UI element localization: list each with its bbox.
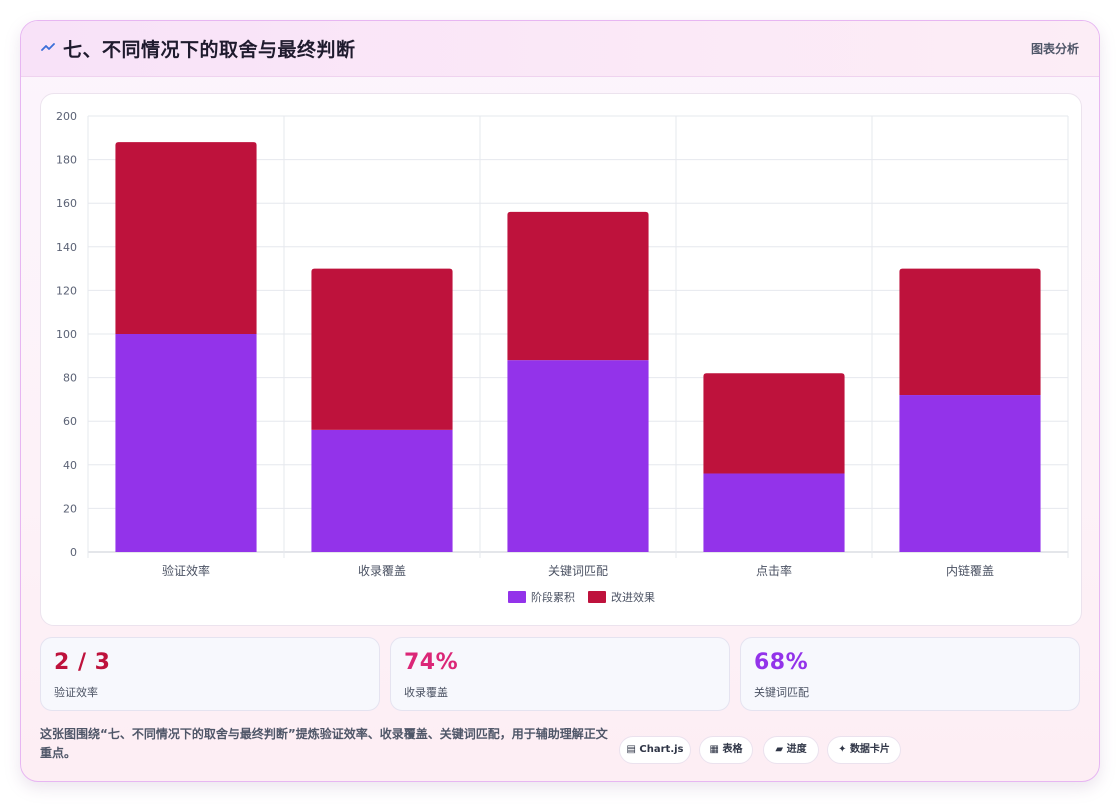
- legend-label-2: 改进效果: [611, 590, 655, 604]
- x-tick-label: 点击率: [756, 563, 792, 578]
- bar-segment-2: [507, 211, 649, 361]
- bar-segment-2: [115, 142, 257, 334]
- y-tick-label: 200: [56, 110, 77, 123]
- chip-data-card[interactable]: ✦ 数据卡片: [827, 736, 901, 764]
- chart-card: 七、不同情况下的取舍与最终判断 图表分析 0 20 40 60 80 100 120 140 1…: [20, 20, 1100, 782]
- bar-segment-2: [703, 373, 845, 474]
- y-tick-label: 0: [70, 546, 77, 559]
- bar-segment-2: [311, 268, 453, 430]
- chip-label: Chart.js: [639, 744, 684, 755]
- bar-segment-1: [115, 334, 257, 552]
- page-title: 七、不同情况下的取舍与最终判断: [63, 39, 356, 61]
- wave-icon: [41, 43, 55, 51]
- chip-chartjs[interactable]: ▤ Chart.js: [619, 736, 691, 764]
- x-tick-label: 验证效率: [162, 563, 210, 578]
- chart-description: 这张图围绕“七、不同情况下的取舍与最终判断”提炼验证效率、收录覆盖、关键词匹配，…: [40, 727, 608, 760]
- y-tick-label: 120: [56, 284, 77, 297]
- y-tick-label: 140: [56, 241, 77, 254]
- bar-segment-1: [311, 429, 453, 552]
- stat-card-2: 74% 收录覆盖: [390, 637, 730, 711]
- chart-container: 0 20 40 60 80 100 120 140 160 180 200 验证效率 收录覆盖 关键词匹配…: [40, 93, 1082, 626]
- stat-value-2: 74%: [404, 650, 459, 675]
- chip-progress[interactable]: ▰ 进度: [763, 736, 819, 764]
- x-tick-label: 收录覆盖: [358, 564, 406, 578]
- bar-segment-1: [507, 360, 649, 552]
- legend-label-1: 阶段累积: [531, 590, 575, 604]
- chart-icon: ▤: [626, 744, 636, 755]
- y-tick-label: 60: [63, 415, 77, 428]
- stat-value-3: 68%: [754, 650, 809, 675]
- stat-card-1: 2 / 3 验证效率: [40, 637, 380, 711]
- stat-label-2: 收录覆盖: [404, 686, 448, 699]
- chip-label: 进度: [786, 744, 807, 755]
- y-tick-label: 20: [63, 502, 77, 515]
- y-tick-label: 80: [63, 372, 77, 385]
- x-tick-label: 内链覆盖: [946, 563, 994, 578]
- legend-swatch-2: [588, 591, 606, 603]
- chart-analysis-tag: 图表分析: [1030, 42, 1079, 56]
- stat-card-3: 68% 关键词匹配: [740, 637, 1080, 711]
- chip-label: 表格: [722, 744, 743, 755]
- stacked-bar-chart: 0 20 40 60 80 100 120 140 160 180 200 验证效率 收录覆盖 关键词匹配…: [56, 110, 1069, 604]
- bar-segment-1: [703, 473, 845, 552]
- y-tick-label: 100: [56, 328, 77, 341]
- stat-value-1: 2 / 3: [54, 650, 111, 675]
- y-tick-label: 40: [63, 459, 77, 472]
- y-tick-label: 180: [56, 154, 77, 167]
- legend-swatch-1: [508, 591, 526, 603]
- stat-label-3: 关键词匹配: [754, 686, 809, 699]
- card-header: 七、不同情况下的取舍与最终判断 图表分析: [21, 21, 1099, 77]
- bar-segment-2: [899, 268, 1041, 396]
- x-tick-label: 关键词匹配: [548, 564, 608, 578]
- y-tick-label: 160: [56, 197, 77, 210]
- sparkle-icon: ✦: [838, 744, 847, 755]
- bar-segment-1: [899, 395, 1041, 552]
- table-icon: ▦: [709, 744, 719, 755]
- chip-label: 数据卡片: [849, 744, 890, 755]
- chip-table[interactable]: ▦ 表格: [699, 736, 753, 764]
- progress-icon: ▰: [775, 744, 784, 755]
- stat-label-1: 验证效率: [54, 686, 98, 699]
